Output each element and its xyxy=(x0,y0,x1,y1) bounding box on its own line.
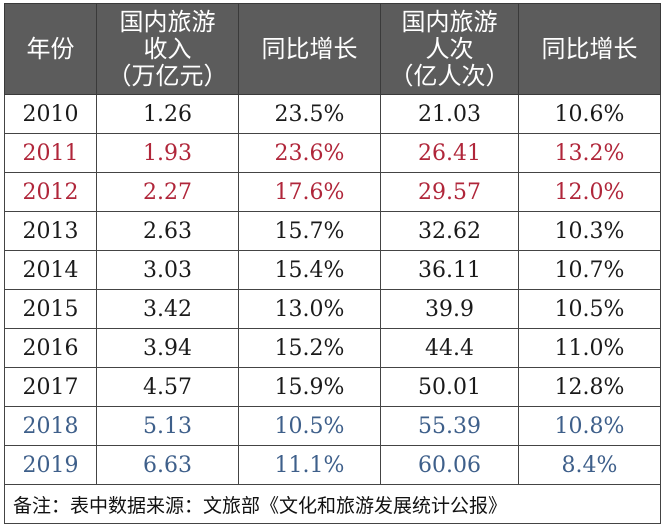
visits-growth-cell: 11.0% xyxy=(518,328,661,368)
table-row: 2010 1.26 23.5% 21.03 10.6% xyxy=(4,94,661,134)
income-growth-cell: 15.7% xyxy=(238,211,381,251)
visits-growth-cell: 10.8% xyxy=(518,406,661,446)
table-row: 2018 5.13 10.5% 55.39 10.8% xyxy=(4,406,661,446)
income-cell: 6.63 xyxy=(96,445,239,485)
visits-cell: 39.9 xyxy=(380,289,519,329)
income-cell: 4.57 xyxy=(96,367,239,407)
income-growth-cell: 10.5% xyxy=(238,406,381,446)
year-cell: 2018 xyxy=(4,406,97,446)
visits-growth-cell: 10.6% xyxy=(518,94,661,134)
visits-cell: 29.57 xyxy=(380,172,519,212)
income-cell: 3.42 xyxy=(96,289,239,329)
year-cell: 2015 xyxy=(4,289,97,329)
visits-growth-cell: 10.3% xyxy=(518,211,661,251)
income-cell: 2.27 xyxy=(96,172,239,212)
visits-growth-cell: 12.8% xyxy=(518,367,661,407)
header-income-line3: （万亿元） xyxy=(107,61,228,90)
year-cell: 2011 xyxy=(4,133,97,173)
visits-cell: 55.39 xyxy=(380,406,519,446)
table-row: 2014 3.03 15.4% 36.11 10.7% xyxy=(4,250,661,290)
tourism-table-container: 年份 国内旅游 收入 （万亿元） 同比增长 国内旅游 人次 （亿人次） 同比增长 xyxy=(4,3,661,524)
income-growth-cell: 13.0% xyxy=(238,289,381,329)
header-visits: 国内旅游 人次 （亿人次） xyxy=(380,3,519,95)
header-row: 年份 国内旅游 收入 （万亿元） 同比增长 国内旅游 人次 （亿人次） 同比增长 xyxy=(4,3,661,95)
table-row: 2013 2.63 15.7% 32.62 10.3% xyxy=(4,211,661,251)
header-visits-line2: 人次 xyxy=(425,34,474,63)
header-income-growth-line: 同比增长 xyxy=(261,34,358,63)
footnote-row: 备注：表中数据来源：文旅部《文化和旅游发展统计公报》 xyxy=(4,484,661,524)
year-cell: 2019 xyxy=(4,445,97,485)
visits-cell: 60.06 xyxy=(380,445,519,485)
visits-growth-cell: 13.2% xyxy=(518,133,661,173)
header-income-line1: 国内旅游 xyxy=(119,7,216,36)
header-visits-line1: 国内旅游 xyxy=(401,7,498,36)
year-cell: 2016 xyxy=(4,328,97,368)
income-cell: 5.13 xyxy=(96,406,239,446)
table-row: 2017 4.57 15.9% 50.01 12.8% xyxy=(4,367,661,407)
visits-cell: 44.4 xyxy=(380,328,519,368)
income-cell: 1.93 xyxy=(96,133,239,173)
income-cell: 3.03 xyxy=(96,250,239,290)
income-growth-cell: 15.9% xyxy=(238,367,381,407)
income-growth-cell: 15.2% xyxy=(238,328,381,368)
income-cell: 3.94 xyxy=(96,328,239,368)
visits-cell: 26.41 xyxy=(380,133,519,173)
header-visits-growth-line: 同比增长 xyxy=(541,34,638,63)
table-row: 2011 1.93 23.6% 26.41 13.2% xyxy=(4,133,661,173)
income-cell: 2.63 xyxy=(96,211,239,251)
visits-cell: 21.03 xyxy=(380,94,519,134)
header-income-line2: 收入 xyxy=(143,34,192,63)
visits-growth-cell: 12.0% xyxy=(518,172,661,212)
income-cell: 1.26 xyxy=(96,94,239,134)
visits-growth-cell: 10.7% xyxy=(518,250,661,290)
header-year-line: 年份 xyxy=(26,34,75,63)
footnote: 备注：表中数据来源：文旅部《文化和旅游发展统计公报》 xyxy=(4,484,661,524)
header-income: 国内旅游 收入 （万亿元） xyxy=(96,3,239,95)
year-cell: 2014 xyxy=(4,250,97,290)
header-income-growth: 同比增长 xyxy=(238,3,381,95)
visits-growth-cell: 10.5% xyxy=(518,289,661,329)
visits-cell: 50.01 xyxy=(380,367,519,407)
visits-growth-cell: 8.4% xyxy=(518,445,661,485)
visits-cell: 32.62 xyxy=(380,211,519,251)
table-row: 2019 6.63 11.1% 60.06 8.4% xyxy=(4,445,661,485)
visits-cell: 36.11 xyxy=(380,250,519,290)
header-visits-growth: 同比增长 xyxy=(518,3,661,95)
year-cell: 2013 xyxy=(4,211,97,251)
income-growth-cell: 23.5% xyxy=(238,94,381,134)
tourism-statistics-table: 年份 国内旅游 收入 （万亿元） 同比增长 国内旅游 人次 （亿人次） 同比增长 xyxy=(4,3,661,524)
table-row: 2015 3.42 13.0% 39.9 10.5% xyxy=(4,289,661,329)
table-row: 2016 3.94 15.2% 44.4 11.0% xyxy=(4,328,661,368)
year-cell: 2017 xyxy=(4,367,97,407)
income-growth-cell: 11.1% xyxy=(238,445,381,485)
header-visits-line3: （亿人次） xyxy=(389,61,510,90)
header-year: 年份 xyxy=(4,3,97,95)
table-row: 2012 2.27 17.6% 29.57 12.0% xyxy=(4,172,661,212)
table-body: 2010 1.26 23.5% 21.03 10.6% 2011 1.93 23.6% 26.4… xyxy=(4,94,661,485)
income-growth-cell: 23.6% xyxy=(238,133,381,173)
year-cell: 2012 xyxy=(4,172,97,212)
income-growth-cell: 15.4% xyxy=(238,250,381,290)
income-growth-cell: 17.6% xyxy=(238,172,381,212)
year-cell: 2010 xyxy=(4,94,97,134)
